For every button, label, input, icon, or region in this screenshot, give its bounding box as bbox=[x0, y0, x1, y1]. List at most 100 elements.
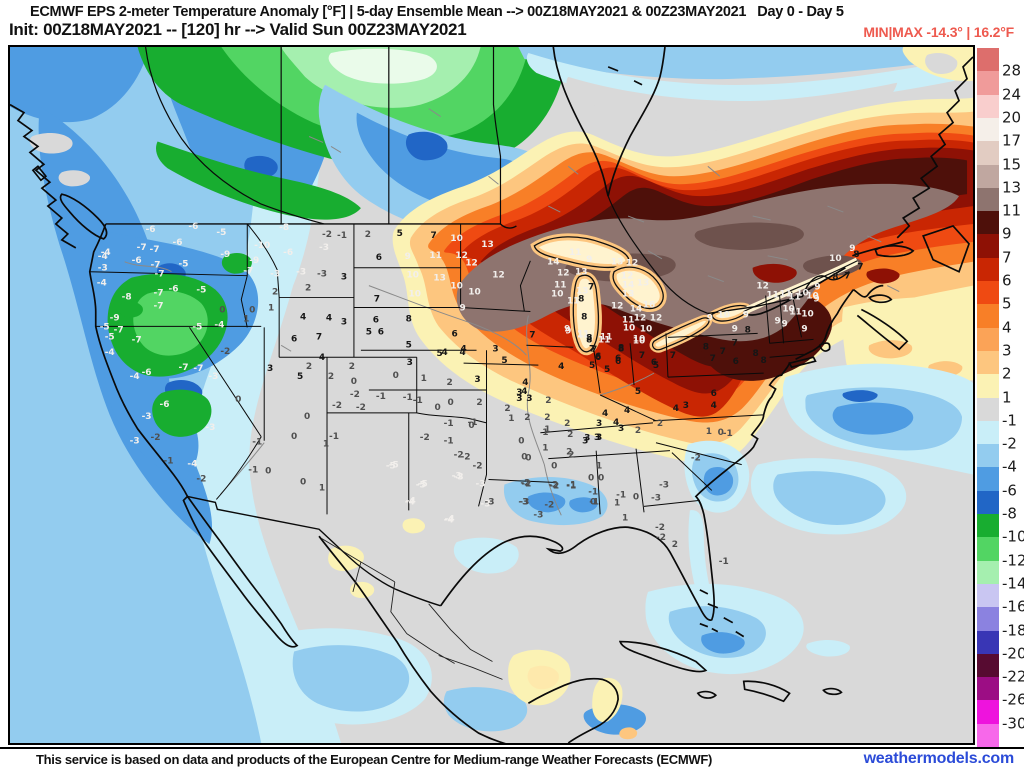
colorbar-segment bbox=[977, 700, 999, 725]
colorbar-tick-label: -22 bbox=[1002, 667, 1024, 686]
map-value-label: 3 bbox=[596, 419, 602, 429]
map-value-label: 4 bbox=[613, 418, 619, 428]
map-value-label: 4 bbox=[602, 409, 608, 419]
map-value-label: -3 bbox=[651, 493, 661, 503]
map-value-label: 7 bbox=[857, 263, 863, 273]
map-value-label: 4 bbox=[673, 404, 679, 414]
map-value-label: 0 bbox=[265, 467, 271, 477]
map-value-label: 0 bbox=[351, 377, 357, 387]
map-value-label: 12 bbox=[621, 272, 633, 282]
colorbar-tick-label: 28 bbox=[1002, 61, 1022, 80]
color-scale bbox=[977, 48, 999, 748]
map-value-label: 9 bbox=[732, 324, 738, 334]
map-value-label: 2 bbox=[545, 396, 551, 406]
colorbar-tick-label: -2 bbox=[1002, 434, 1017, 453]
map-value-label: -3 bbox=[518, 497, 528, 507]
map-value-label: 0 bbox=[393, 371, 399, 381]
map-value-label: -2 bbox=[350, 390, 360, 400]
map-value-label: 10 bbox=[640, 324, 652, 334]
colorbar-tick-label: -26 bbox=[1002, 691, 1024, 710]
map-value-label: -6 bbox=[172, 238, 182, 248]
weathermodels-brand-link[interactable]: weathermodels.com bbox=[863, 750, 1015, 767]
map-value-label: 5 bbox=[366, 327, 372, 337]
map-value-label: 10 bbox=[407, 271, 419, 281]
map-value-label: -1 bbox=[164, 457, 174, 467]
map-value-label: 4 bbox=[460, 344, 466, 354]
map-value-label: 0 bbox=[435, 403, 441, 413]
rivers bbox=[124, 108, 900, 516]
colorbar-tick-label: -20 bbox=[1002, 644, 1024, 663]
map-value-label: 12 bbox=[611, 302, 623, 312]
map-value-label: 2 bbox=[564, 419, 570, 429]
map-value-label: 0 bbox=[718, 428, 724, 438]
map-value-label: 4 bbox=[319, 353, 325, 363]
map-value-label: 12 bbox=[756, 282, 768, 292]
map-value-label: 5 bbox=[604, 365, 610, 375]
map-value-label: 4 bbox=[300, 312, 306, 322]
map-value-label: 4 bbox=[326, 313, 332, 323]
map-value-label: -8 bbox=[279, 223, 289, 233]
map-value-label: -3 bbox=[205, 423, 215, 433]
map-value-label: 2 bbox=[504, 404, 510, 414]
great-lakes bbox=[530, 233, 752, 356]
map-value-label: -4 bbox=[214, 320, 224, 330]
colorbar-tick-label: 24 bbox=[1002, 85, 1022, 104]
map-value-label: 10 bbox=[796, 289, 808, 299]
map-value-label: 2 bbox=[567, 430, 573, 440]
map-value-label: 1 bbox=[544, 425, 550, 435]
map-value-label: 11 bbox=[429, 251, 441, 261]
state-borders bbox=[89, 223, 814, 515]
colorbar-segment bbox=[977, 467, 999, 492]
map-value-label: 5 bbox=[501, 356, 507, 366]
map-value-label: -6 bbox=[160, 400, 170, 410]
map-value-label: 3 bbox=[594, 433, 600, 443]
colorbar-tick-label: 20 bbox=[1002, 108, 1022, 127]
colorbar-segment bbox=[977, 48, 999, 72]
national-borders bbox=[105, 223, 850, 607]
map-value-label: -6 bbox=[132, 256, 142, 266]
map-value-label: -7 bbox=[178, 363, 188, 373]
map-value-label: -7 bbox=[193, 364, 203, 374]
map-value-label: -4 bbox=[105, 348, 115, 358]
init-valid-line: Init: 00Z18MAY2021 -- [120] hr --> Valid… bbox=[9, 20, 467, 39]
map-value-label: 0 bbox=[633, 492, 639, 502]
colorbar-segment bbox=[977, 257, 999, 282]
map-value-label: -1 bbox=[248, 466, 258, 476]
map-value-label: -2 bbox=[656, 533, 666, 543]
map-value-label: -2 bbox=[655, 523, 665, 533]
map-value-label: 2 bbox=[657, 419, 663, 429]
map-value-label: 0 bbox=[300, 478, 306, 488]
map-value-label: 3 bbox=[516, 388, 522, 398]
colorbar-tick-label: -18 bbox=[1002, 621, 1024, 640]
map-value-label: 10 bbox=[623, 323, 635, 333]
map-value-label: -3 bbox=[319, 243, 329, 253]
map-value-label: 5 bbox=[437, 349, 443, 359]
map-value-label: 5 bbox=[635, 387, 641, 397]
map-value-label: 8 bbox=[578, 295, 584, 305]
map-value-label: 13 bbox=[481, 240, 493, 250]
map-value-label: 1 bbox=[542, 444, 548, 454]
map-value-label: 2 bbox=[305, 284, 311, 294]
map-value-label: 10 bbox=[468, 288, 480, 298]
map-value-label: 7 bbox=[720, 347, 726, 357]
map-value-label: 5 bbox=[297, 372, 303, 382]
map-value-label: 8 bbox=[581, 312, 587, 322]
map-value-label: -7 bbox=[114, 325, 124, 335]
map-value-label: -2 bbox=[549, 481, 559, 491]
colorbar-segment bbox=[977, 304, 999, 329]
map-value-label: -4 bbox=[130, 372, 140, 382]
map-value-label: -7 bbox=[132, 335, 142, 345]
colorbar-tick-label: 11 bbox=[1002, 201, 1022, 220]
map-value-label: 0 bbox=[448, 398, 454, 408]
map-value-label: -8 bbox=[122, 293, 132, 303]
map-value-label: 6 bbox=[595, 352, 601, 362]
map-value-label: 10 bbox=[782, 304, 794, 314]
map-value-label: 7 bbox=[591, 345, 597, 355]
map-value-label: 0 bbox=[521, 453, 527, 463]
map-value-label: -7 bbox=[155, 270, 165, 280]
map-value-label: 8 bbox=[586, 333, 592, 343]
map-value-label: 4 bbox=[459, 348, 465, 358]
map-value-label: 14 bbox=[630, 304, 642, 314]
map-value-label: 0 bbox=[525, 454, 531, 464]
